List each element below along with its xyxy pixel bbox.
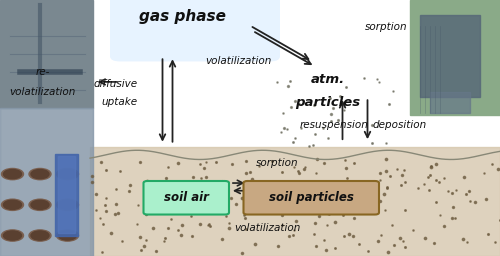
Text: soil particles: soil particles (269, 191, 353, 204)
Circle shape (31, 200, 49, 209)
Text: atm.: atm. (310, 73, 344, 86)
Circle shape (2, 230, 24, 241)
Circle shape (58, 231, 76, 240)
Circle shape (56, 168, 78, 180)
FancyBboxPatch shape (110, 0, 280, 61)
Text: re-: re- (36, 67, 50, 77)
Text: volatilization: volatilization (205, 56, 272, 67)
Text: uptake: uptake (102, 97, 138, 108)
Circle shape (4, 231, 22, 240)
Circle shape (29, 168, 51, 180)
FancyBboxPatch shape (144, 181, 229, 215)
Bar (55, 154, 78, 236)
Text: resuspension: resuspension (300, 120, 369, 131)
Bar (420, 15, 480, 97)
Text: sorption: sorption (365, 22, 408, 32)
Circle shape (56, 199, 78, 210)
Text: deposition: deposition (372, 120, 427, 131)
Circle shape (4, 169, 22, 179)
Circle shape (56, 230, 78, 241)
Bar (430, 92, 470, 113)
Circle shape (31, 231, 49, 240)
Circle shape (58, 200, 76, 209)
Text: volatilization: volatilization (234, 223, 300, 233)
Circle shape (4, 200, 22, 209)
Circle shape (31, 169, 49, 179)
Text: diffusive: diffusive (94, 79, 138, 90)
FancyBboxPatch shape (244, 181, 379, 215)
Bar (58, 156, 75, 233)
Circle shape (29, 230, 51, 241)
Text: volatilization: volatilization (10, 87, 76, 97)
Text: particles: particles (295, 96, 360, 109)
Bar (90, 147, 500, 256)
Circle shape (2, 199, 24, 210)
Text: gas phase: gas phase (139, 9, 226, 24)
Bar (0, 0, 92, 108)
Bar (410, 0, 500, 115)
Circle shape (29, 199, 51, 210)
Circle shape (2, 168, 24, 180)
Text: soil air: soil air (164, 191, 208, 204)
Bar (0, 108, 92, 256)
Circle shape (58, 169, 76, 179)
Text: sorption: sorption (256, 157, 299, 168)
